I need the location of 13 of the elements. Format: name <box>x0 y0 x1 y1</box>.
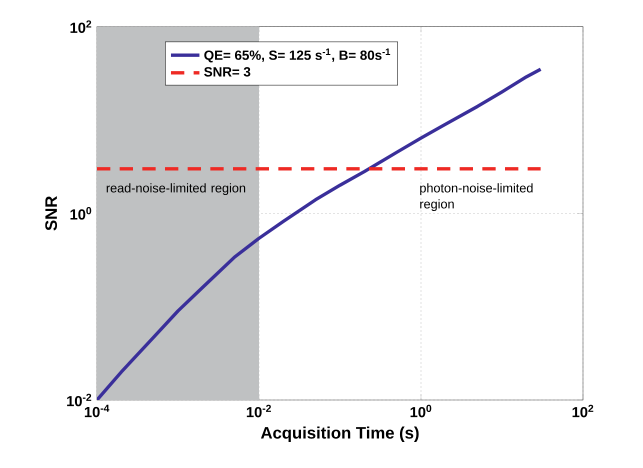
y-tick-label: 10$^{2}$ <box>70 20 92 33</box>
legend-label: QE= 65%, S= 125 s$^{-1}$, B= 80s$^{-1}$ <box>204 48 390 62</box>
y-axis-title: SNR <box>45 196 58 230</box>
annotation: read-noise-limited region <box>106 183 246 196</box>
y-tick-label: 10$^{-2}$ <box>67 394 92 406</box>
x-axis-title: Acquisition Time (s) <box>260 426 419 442</box>
y-tick-label: 10$^{0}$ <box>70 207 92 220</box>
x-tick-label: 10$^{2}$ <box>572 404 594 418</box>
legend-label: SNR= 3 <box>204 67 250 77</box>
x-tick-label: 10$^{0}$ <box>410 404 432 418</box>
annotation: photon-noise-limited region <box>420 183 533 212</box>
x-tick-label: 10$^{-2}$ <box>246 404 271 418</box>
x-tick-label: 10$^{-4}$ <box>84 404 110 418</box>
